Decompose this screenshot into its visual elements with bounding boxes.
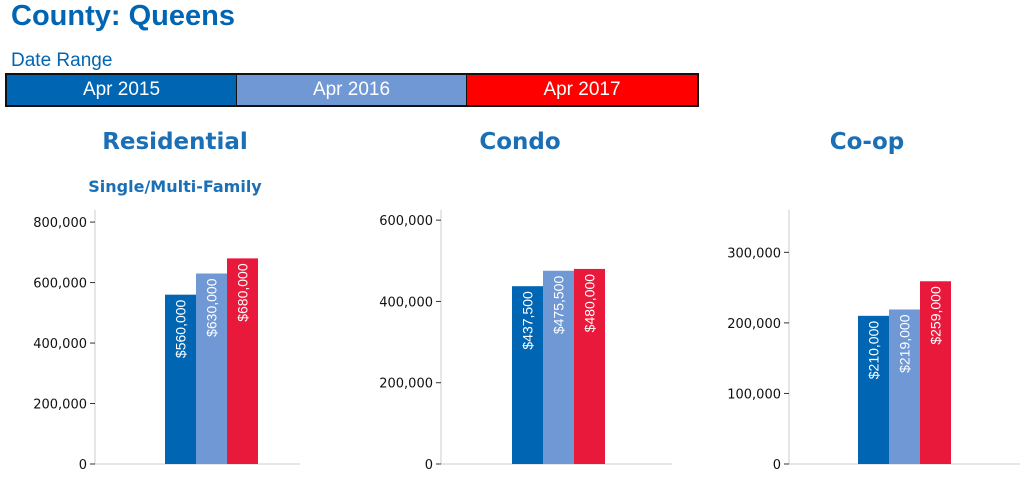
bar [165,294,196,464]
data-label: $480,000 [582,274,598,333]
y-tick-label: 0 [79,458,87,473]
y-tick-label: 100,000 [727,387,781,402]
legend-item-2017[interactable]: Apr 2017 [467,75,697,105]
chart-subtitle: Single/Multi-Family [88,177,262,196]
y-tick-label: 400,000 [379,295,433,310]
bar [858,315,889,464]
bar [543,270,574,464]
y-tick-label: 200,000 [379,377,433,392]
date-range-label: Date Range [11,50,113,71]
y-tick-label: 0 [773,458,781,473]
y-tick-label: 200,000 [727,317,781,332]
data-label: $210,000 [866,321,882,380]
y-tick-label: 300,000 [727,246,781,261]
bar [227,258,258,464]
y-tick-label: 600,000 [379,214,433,229]
page-title: County: Queens [11,0,235,32]
y-tick-label: 600,000 [33,277,87,292]
bar [889,309,920,464]
data-label: $219,000 [897,314,913,373]
data-label: $630,000 [204,278,220,337]
chart-title: Condo [479,129,560,155]
data-label: $560,000 [173,299,189,358]
data-label: $437,500 [520,291,536,350]
data-label: $475,500 [551,276,567,335]
legend-item-2016[interactable]: Apr 2016 [237,75,467,105]
legend-item-2015[interactable]: Apr 2015 [7,75,237,105]
date-range-legend: Apr 2015 Apr 2016 Apr 2017 [5,73,699,107]
bar [574,268,605,464]
chart-title: Residential [102,129,248,155]
bar [196,273,227,464]
bar [512,286,543,464]
y-tick-label: 400,000 [33,337,87,352]
y-tick-label: 0 [425,458,433,473]
data-label: $259,000 [928,286,944,345]
data-label: $680,000 [235,263,251,322]
y-tick-label: 200,000 [33,398,87,413]
chart-title: Co-op [830,129,905,155]
bar [920,281,951,464]
y-tick-label: 800,000 [33,216,87,231]
